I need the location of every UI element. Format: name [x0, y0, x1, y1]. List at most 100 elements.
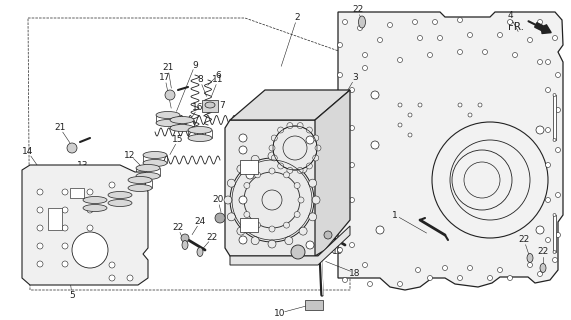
Circle shape: [508, 20, 513, 25]
Text: 13: 13: [77, 161, 89, 170]
Circle shape: [545, 87, 550, 92]
Text: 22: 22: [172, 223, 184, 233]
Circle shape: [482, 50, 488, 54]
Circle shape: [37, 225, 43, 231]
Circle shape: [528, 262, 533, 268]
Circle shape: [87, 225, 93, 231]
Circle shape: [287, 167, 293, 173]
Circle shape: [72, 232, 108, 268]
Circle shape: [312, 196, 320, 204]
Circle shape: [287, 123, 293, 129]
Circle shape: [553, 93, 556, 97]
Ellipse shape: [83, 196, 107, 204]
Polygon shape: [553, 215, 556, 252]
Circle shape: [337, 178, 343, 182]
Circle shape: [432, 122, 548, 238]
Polygon shape: [338, 12, 563, 290]
Ellipse shape: [143, 159, 167, 166]
Text: 7: 7: [219, 100, 225, 109]
Circle shape: [388, 22, 392, 28]
Circle shape: [416, 268, 420, 273]
Circle shape: [306, 241, 314, 249]
Circle shape: [398, 123, 402, 127]
Ellipse shape: [83, 204, 107, 212]
Polygon shape: [315, 90, 350, 256]
Circle shape: [468, 33, 472, 37]
Circle shape: [309, 179, 317, 187]
Circle shape: [468, 113, 472, 117]
Circle shape: [478, 103, 482, 107]
Circle shape: [556, 73, 561, 77]
Circle shape: [497, 33, 502, 37]
Text: 10: 10: [274, 308, 286, 317]
Circle shape: [337, 142, 343, 148]
Circle shape: [87, 189, 93, 195]
Circle shape: [255, 172, 260, 178]
Circle shape: [306, 127, 312, 133]
Text: 6: 6: [215, 70, 221, 79]
Circle shape: [398, 103, 402, 107]
Text: 2: 2: [294, 13, 300, 22]
Text: 20: 20: [212, 196, 224, 204]
Circle shape: [368, 282, 372, 286]
Ellipse shape: [188, 126, 212, 133]
Circle shape: [251, 155, 259, 163]
Circle shape: [246, 221, 254, 229]
Circle shape: [536, 126, 544, 134]
Ellipse shape: [188, 134, 212, 141]
Circle shape: [553, 258, 557, 262]
Circle shape: [337, 73, 343, 77]
Circle shape: [62, 207, 68, 213]
Text: 17: 17: [159, 74, 171, 83]
Circle shape: [285, 237, 293, 245]
Circle shape: [62, 225, 68, 231]
Text: 23: 23: [330, 213, 341, 222]
Circle shape: [297, 123, 303, 129]
Ellipse shape: [128, 177, 152, 183]
Circle shape: [371, 91, 379, 99]
Circle shape: [165, 90, 175, 100]
Circle shape: [337, 247, 343, 252]
Circle shape: [87, 207, 93, 213]
Circle shape: [513, 52, 517, 58]
Circle shape: [309, 213, 317, 221]
Circle shape: [109, 275, 115, 281]
Circle shape: [537, 271, 542, 276]
Ellipse shape: [128, 185, 152, 191]
Circle shape: [349, 163, 355, 167]
Circle shape: [294, 212, 300, 218]
Text: 15: 15: [172, 135, 184, 145]
Polygon shape: [225, 120, 325, 256]
Circle shape: [545, 127, 550, 132]
Circle shape: [224, 196, 232, 204]
Text: 4: 4: [507, 12, 513, 20]
Text: 9: 9: [192, 60, 198, 69]
Circle shape: [227, 179, 235, 187]
Circle shape: [508, 276, 513, 281]
Circle shape: [343, 277, 348, 283]
Circle shape: [268, 240, 276, 248]
Circle shape: [556, 233, 561, 237]
Circle shape: [227, 213, 235, 221]
Circle shape: [239, 196, 247, 204]
Circle shape: [271, 155, 278, 161]
Circle shape: [408, 113, 412, 117]
FancyArrow shape: [534, 23, 551, 34]
Text: 22: 22: [352, 5, 364, 14]
Text: 5: 5: [69, 291, 75, 300]
Circle shape: [240, 197, 246, 203]
Circle shape: [457, 50, 463, 54]
Circle shape: [488, 276, 493, 281]
Circle shape: [315, 145, 321, 151]
Circle shape: [545, 163, 550, 167]
Circle shape: [62, 261, 68, 267]
Circle shape: [457, 276, 463, 281]
Circle shape: [553, 36, 557, 41]
Text: 21: 21: [162, 63, 174, 73]
Bar: [240, 218, 258, 232]
Circle shape: [62, 189, 68, 195]
Circle shape: [298, 197, 304, 203]
Text: 11: 11: [212, 76, 224, 84]
Circle shape: [556, 193, 561, 197]
Circle shape: [127, 275, 133, 281]
